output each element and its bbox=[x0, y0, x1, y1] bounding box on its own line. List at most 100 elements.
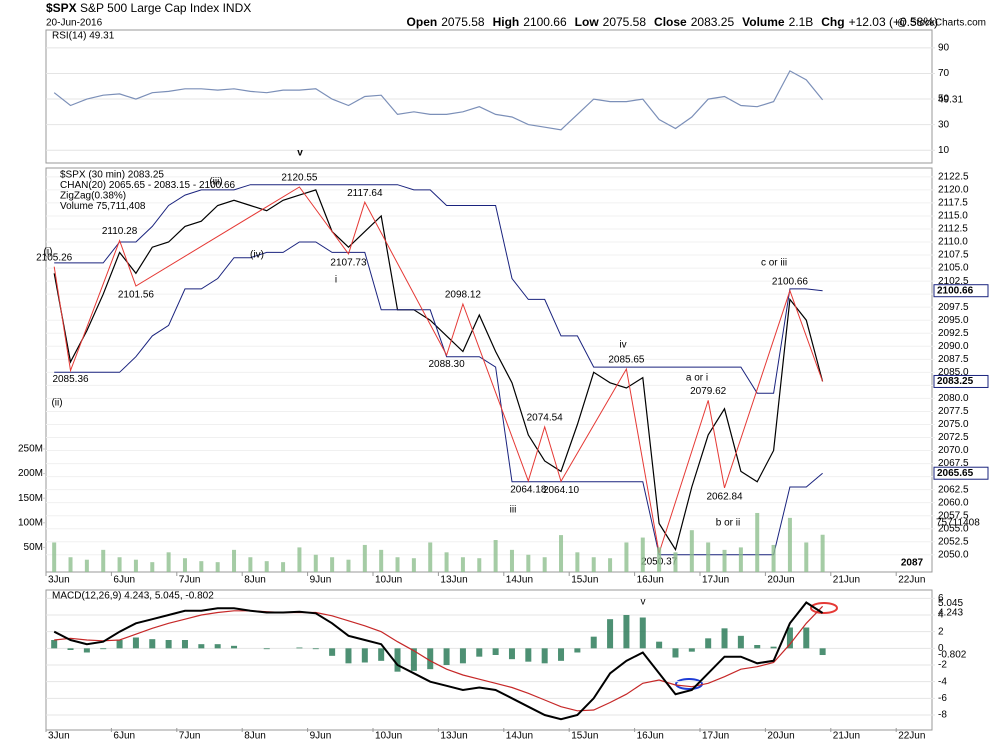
price-panel bbox=[45, 167, 933, 573]
pivot-label: 2085.36 bbox=[52, 374, 89, 385]
quote-label: Chg bbox=[821, 15, 844, 29]
histogram-bar bbox=[754, 645, 761, 649]
histogram-bar bbox=[443, 648, 450, 665]
y-tick-label: 250M bbox=[18, 444, 43, 455]
histogram-bar bbox=[721, 628, 728, 649]
y-tick-label: 2087.5 bbox=[938, 354, 969, 365]
last-value-label: 49.31 bbox=[938, 95, 963, 106]
x-tick-label: 10Jun bbox=[375, 731, 402, 742]
volume-bar bbox=[101, 549, 106, 572]
header-line: $SPX S&P 500 Large Cap Index INDX bbox=[46, 1, 251, 15]
volume-bar bbox=[509, 549, 514, 572]
legend-entry: ZigZag(0.38%) bbox=[60, 191, 126, 202]
y-tick-label: 2050.0 bbox=[938, 549, 969, 560]
last-value-label: -0.802 bbox=[938, 650, 967, 661]
quote-label: Close bbox=[654, 15, 687, 29]
y-tick-label: 2052.5 bbox=[938, 536, 969, 547]
price-tag-label: 2083.25 bbox=[937, 376, 974, 387]
y-tick-label: 2072.5 bbox=[938, 432, 969, 443]
quote-label: Open bbox=[407, 15, 438, 29]
volume-bar bbox=[804, 542, 809, 572]
wave-label: v bbox=[297, 148, 303, 159]
wave-label: 2087 bbox=[901, 558, 924, 569]
volume-bar bbox=[526, 554, 531, 572]
y-tick-label: 30 bbox=[938, 119, 950, 130]
quote-value: 2075.58 bbox=[603, 15, 647, 29]
volume-bar bbox=[117, 557, 122, 572]
x-tick-label: 6Jun bbox=[113, 731, 135, 742]
wave-label: (i) bbox=[44, 247, 53, 258]
volume-bar bbox=[199, 561, 204, 572]
wave-label: (ii) bbox=[51, 398, 62, 409]
price-tag-label: 2100.66 bbox=[937, 285, 974, 296]
volume-bar bbox=[133, 559, 138, 572]
x-tick-label: 8Jun bbox=[244, 731, 266, 742]
x-tick-label: 3Jun bbox=[48, 731, 70, 742]
x-tick-label: 17Jun bbox=[702, 575, 729, 586]
histogram-bar bbox=[263, 648, 270, 650]
pivot-label: 2107.73 bbox=[330, 257, 367, 268]
y-tick-label: 2062.5 bbox=[938, 484, 969, 495]
y-tick-label: 100M bbox=[18, 517, 43, 528]
legend-entry: CHAN(20) 2065.65 - 2083.15 - 2100.66 bbox=[60, 180, 236, 191]
pivot-label: 2101.56 bbox=[118, 290, 155, 301]
y-tick-label: 2120.0 bbox=[938, 185, 969, 196]
x-tick-label: 13Jun bbox=[440, 575, 467, 586]
histogram-bar bbox=[181, 640, 188, 649]
volume-bar bbox=[591, 557, 596, 572]
histogram-bar bbox=[705, 638, 712, 649]
y-tick-label: 2097.5 bbox=[938, 302, 969, 313]
index-name: S&P 500 Large Cap Index bbox=[80, 1, 219, 15]
y-tick-label: 150M bbox=[18, 493, 43, 504]
y-tick-label: 50 bbox=[938, 94, 950, 105]
pivot-label: 2110.28 bbox=[102, 226, 138, 237]
volume-bar bbox=[477, 558, 482, 572]
wave-label: b or ii bbox=[716, 518, 740, 529]
histogram-bar bbox=[132, 637, 139, 649]
volume-bar bbox=[264, 561, 269, 572]
price-tag bbox=[933, 284, 989, 298]
wave-label: (iii) bbox=[209, 177, 222, 188]
x-tick-label: 14Jun bbox=[506, 575, 533, 586]
histogram-bar bbox=[165, 640, 172, 649]
volume-bar bbox=[542, 557, 547, 572]
y-tick-label: 2102.5 bbox=[938, 276, 969, 287]
histogram-bar bbox=[214, 644, 221, 649]
x-tick-label: 7Jun bbox=[179, 731, 201, 742]
symbol: $SPX bbox=[46, 1, 77, 15]
x-tick-label: 3Jun bbox=[48, 575, 70, 586]
panel-title: MACD(12,26,9) 4.243, 5.045, -0.802 bbox=[52, 591, 214, 602]
x-tick-label: 20Jun bbox=[767, 731, 794, 742]
last-value-label: 4.243 bbox=[938, 608, 963, 619]
histogram-bar bbox=[590, 636, 597, 649]
source: @ StockCharts.com bbox=[897, 18, 986, 29]
quote-value: +12.03 (+0.58%) bbox=[849, 15, 938, 29]
x-tick-label: 21Jun bbox=[833, 575, 860, 586]
volume-bar bbox=[460, 557, 465, 572]
volume-bar bbox=[297, 547, 302, 572]
histogram-bar bbox=[51, 640, 58, 649]
exchange: INDX bbox=[223, 1, 252, 15]
pivot-label: 2105.26 bbox=[36, 252, 73, 263]
volume-bar bbox=[52, 542, 57, 572]
x-tick-label: 17Jun bbox=[702, 731, 729, 742]
y-tick-label: 2122.5 bbox=[938, 172, 969, 183]
pivot-label: 2117.64 bbox=[347, 188, 383, 199]
histogram-bar bbox=[476, 648, 483, 657]
y-tick-label: 2075.0 bbox=[938, 419, 969, 430]
pivot-label: 2100.66 bbox=[772, 276, 809, 287]
series-line bbox=[53, 186, 824, 554]
quote-label: High bbox=[493, 15, 520, 29]
histogram-bar bbox=[541, 648, 548, 664]
histogram-bar bbox=[656, 641, 663, 649]
wave-label: (iv) bbox=[250, 250, 264, 261]
series-line bbox=[54, 184, 823, 394]
panel-title: RSI(14) 49.31 bbox=[52, 31, 115, 42]
macd-panel bbox=[45, 589, 933, 731]
quote-label: Volume bbox=[742, 15, 785, 29]
volume-bar bbox=[444, 552, 449, 572]
volume-bar bbox=[755, 512, 760, 572]
volume-bar bbox=[428, 542, 433, 572]
histogram-bar bbox=[296, 647, 303, 649]
y-tick-label: 0 bbox=[938, 643, 944, 654]
